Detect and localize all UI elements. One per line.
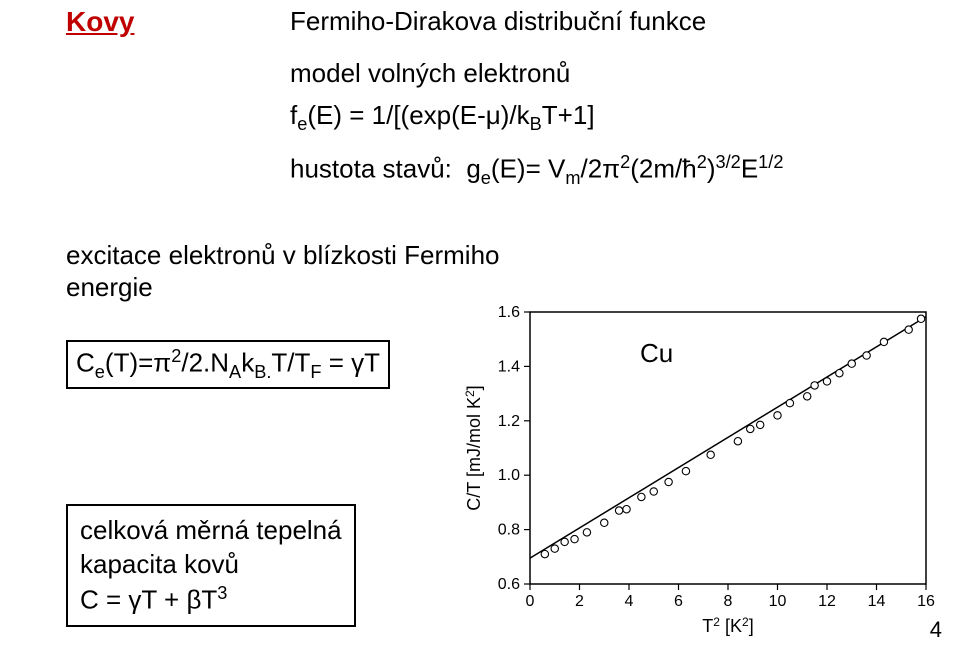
- excitation-line-1: excitace elektronů v blízkosti Fermiho: [66, 240, 500, 271]
- svg-text:1.6: 1.6: [498, 304, 520, 321]
- svg-text:14: 14: [868, 593, 886, 610]
- svg-text:12: 12: [818, 593, 836, 610]
- svg-text:C/T [mJ/mol K2]: C/T [mJ/mol K2]: [463, 385, 484, 510]
- svg-text:0.8: 0.8: [498, 522, 520, 539]
- svg-text:0: 0: [526, 593, 535, 610]
- summary-equation: C = γT + βT3: [80, 582, 342, 617]
- page-title: Kovy: [66, 6, 134, 38]
- scatter-chart: 0 2 4 6 8 10 12 14 16 0.6 0.8 1.0 1.2 1.4 1.6 T2 [K2] C/…: [460, 300, 940, 640]
- svg-text:6: 6: [674, 593, 683, 610]
- svg-text:T2 [K2]: T2 [K2]: [702, 615, 753, 636]
- density-of-states-line: hustota stavů: ge(E)= Vm/2π2(2m/ħ2)3/2E1…: [290, 152, 783, 189]
- svg-text:16: 16: [917, 593, 935, 610]
- summary-line-2: kapacita kovů: [80, 548, 342, 582]
- svg-text:1.0: 1.0: [498, 467, 520, 484]
- chart-container: 0 2 4 6 8 10 12 14 16 0.6 0.8 1.0 1.2 1.4 1.6 T2 [K2] C/…: [460, 300, 940, 640]
- svg-text:0.6: 0.6: [498, 576, 520, 593]
- page-number: 4: [930, 617, 942, 643]
- svg-text:2: 2: [575, 593, 584, 610]
- svg-text:1.2: 1.2: [498, 413, 520, 430]
- distribution-equation: fe(E) = 1/[(exp(E-μ)/kBT+1]: [290, 100, 595, 135]
- svg-text:4: 4: [625, 593, 634, 610]
- cu-label: Cu: [640, 338, 673, 369]
- svg-text:1.4: 1.4: [498, 358, 520, 375]
- heat-capacity-equation-box: Ce(T)=π2/2.NAkB.T/TF = γT: [66, 340, 390, 389]
- summary-line-1: celková měrná tepelná: [80, 514, 342, 548]
- model-line: model volných elektronů: [290, 58, 570, 89]
- total-heat-capacity-box: celková měrná tepelná kapacita kovů C = …: [66, 504, 356, 627]
- heading-line: Fermiho-Dirakova distribuční funkce: [290, 6, 706, 37]
- svg-text:8: 8: [724, 593, 733, 610]
- svg-text:10: 10: [769, 593, 787, 610]
- excitation-line-2: energie: [66, 272, 153, 303]
